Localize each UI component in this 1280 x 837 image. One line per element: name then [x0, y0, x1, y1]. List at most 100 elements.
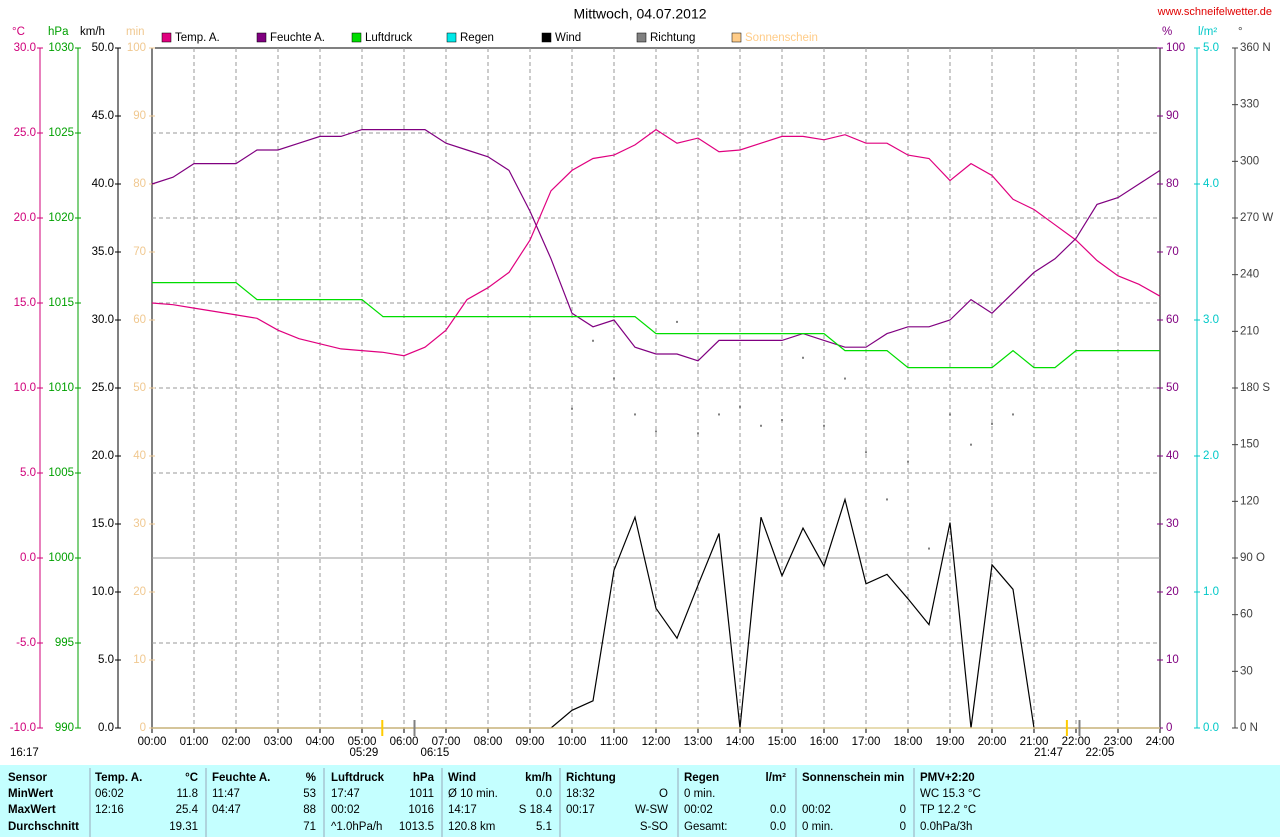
direction-point: [928, 547, 930, 550]
table-cell: 17:47: [331, 788, 360, 800]
axis-unit: %: [1162, 26, 1172, 38]
axis-unit: hPa: [48, 26, 69, 38]
legend-swatch: [161, 32, 172, 43]
y-tick-label: 20: [133, 586, 146, 598]
y-tick-label: -10.0: [10, 722, 36, 734]
table-cell: 0.0: [770, 821, 786, 833]
x-tick-label: 15:00: [768, 736, 797, 748]
y-tick-label: 90 O: [1240, 552, 1265, 564]
x-tick-label: 24:00: [1146, 736, 1175, 748]
y-tick-label: 990: [55, 722, 74, 734]
y-tick-label: 35.0: [92, 246, 114, 258]
x-tick-label: 12:00: [642, 736, 671, 748]
table-cell: 12:16: [95, 804, 124, 816]
direction-point: [697, 432, 699, 435]
y-tick-label: 40: [1166, 450, 1179, 462]
y-tick-label: 60: [1166, 314, 1179, 326]
x-tick-label: 18:00: [894, 736, 923, 748]
table-cell: W-SW: [635, 804, 668, 816]
y-tick-label: 70: [1166, 246, 1179, 258]
direction-point: [991, 422, 993, 425]
table-cell: S-SO: [640, 821, 668, 833]
table-cell: WC 15.3 °C: [920, 788, 981, 800]
direction-point: [655, 430, 657, 433]
x-tick-label: 03:00: [264, 736, 293, 748]
axis-unit: °C: [12, 26, 25, 38]
y-tick-label: 210: [1240, 325, 1259, 337]
y-tick-label: 30: [1240, 665, 1253, 677]
y-tick-label: 995: [55, 637, 74, 649]
axis-unit: min: [126, 26, 145, 38]
table-cell: Temp. A.: [95, 772, 142, 784]
x-tick-label: 16:00: [810, 736, 839, 748]
table-cell: km/h: [525, 772, 552, 784]
table-cell: 0.0: [536, 788, 552, 800]
y-tick-label: 330: [1240, 99, 1259, 111]
table-cell: 1011: [409, 788, 434, 800]
table-cell: Sensor: [8, 772, 48, 784]
table-cell: Feuchte A.: [212, 772, 270, 784]
y-tick-label: 20.0: [92, 450, 114, 462]
direction-point: [676, 320, 678, 323]
y-tick-label: 50.0: [92, 42, 114, 54]
direction-point: [802, 356, 804, 359]
table-cell: MinWert: [8, 788, 53, 800]
x-tick-label: 00:00: [138, 736, 167, 748]
legend-label: Wind: [555, 32, 581, 44]
y-tick-label: 10.0: [14, 382, 36, 394]
table-cell: S 18.4: [519, 804, 553, 816]
direction-point: [760, 424, 762, 427]
y-tick-label: 1020: [48, 212, 74, 224]
direction-point: [634, 413, 636, 416]
x-tick-label: 08:00: [474, 736, 503, 748]
x-tick-label: 19:00: [936, 736, 965, 748]
direction-point: [865, 451, 867, 454]
legend-swatch: [351, 32, 362, 43]
y-tick-label: 180 S: [1240, 382, 1270, 394]
legend-swatch: [636, 32, 647, 43]
table-cell: hPa: [413, 772, 435, 784]
y-tick-label: 270 W: [1240, 212, 1273, 224]
table-cell: 0: [900, 804, 906, 816]
table-cell: 19.31: [169, 821, 198, 833]
y-tick-label: 5.0: [98, 654, 114, 666]
table-cell: ^1.0hPa/h: [331, 821, 382, 833]
table-cell: 14:17: [448, 804, 477, 816]
direction-point: [970, 443, 972, 446]
y-tick-label: 10.0: [92, 586, 114, 598]
y-tick-label: 15.0: [92, 518, 114, 530]
table-cell: PMV+2:20: [920, 772, 975, 784]
y-tick-label: 40: [133, 450, 146, 462]
legend-swatch: [731, 32, 742, 43]
table-cell: 120.8 km: [448, 821, 495, 833]
table-cell: l/m²: [766, 772, 787, 784]
sun-time: 05:29: [350, 747, 379, 759]
direction-point: [718, 413, 720, 416]
site-url: www.schneifelwetter.de: [1157, 6, 1272, 18]
x-tick-label: 06:00: [390, 736, 419, 748]
table-cell: 00:17: [566, 804, 595, 816]
y-tick-label: 1000: [48, 552, 74, 564]
table-cell: O: [659, 788, 668, 800]
table-cell: Regen: [684, 772, 719, 784]
direction-point: [949, 413, 951, 416]
table-cell: TP 12.2 °C: [920, 804, 976, 816]
x-tick-label: 07:00: [432, 736, 461, 748]
direction-point: [739, 405, 741, 408]
table-cell: 71: [303, 821, 316, 833]
y-tick-label: 1030: [48, 42, 74, 54]
y-tick-label: 1005: [48, 467, 74, 479]
y-tick-label: 10: [133, 654, 146, 666]
x-tick-label: 23:00: [1104, 736, 1133, 748]
y-tick-label: 40.0: [92, 178, 114, 190]
y-tick-label: 150: [1240, 439, 1259, 451]
y-tick-label: 70: [133, 246, 146, 258]
table-cell: 0.0: [770, 804, 786, 816]
table-cell: 0.0hPa/3h: [920, 821, 972, 833]
x-tick-label: 01:00: [180, 736, 209, 748]
y-tick-label: 20: [1166, 586, 1179, 598]
y-tick-label: 5.0: [1203, 42, 1219, 54]
x-tick-label: 22:00: [1062, 736, 1091, 748]
legend-swatch: [256, 32, 267, 43]
